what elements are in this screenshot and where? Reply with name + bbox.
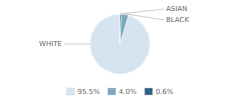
leader-line <box>121 13 164 20</box>
slice-label: BLACK <box>166 16 189 24</box>
legend-swatch <box>108 88 116 95</box>
legend-swatch <box>145 88 153 95</box>
legend-label: 0.6% <box>156 88 174 96</box>
chart: WHITE ASIAN BLACK 95.5% 4.0% 0.6% <box>0 0 240 100</box>
slice-label: ASIAN <box>166 5 187 13</box>
leader-line <box>125 9 164 13</box>
pie-slice <box>120 14 129 44</box>
pie-slice <box>90 14 150 74</box>
legend-item: 95.5% <box>67 88 101 96</box>
legend-label: 95.5% <box>78 88 101 96</box>
legend-item: 4.0% <box>108 88 137 96</box>
annotations: WHITE ASIAN BLACK <box>39 5 189 48</box>
pie <box>90 14 150 74</box>
pie-slice <box>120 14 121 44</box>
slice-label: WHITE <box>39 40 62 48</box>
legend-swatch <box>67 88 75 95</box>
legend-label: 4.0% <box>119 88 137 96</box>
legend-item: 0.6% <box>145 88 174 96</box>
legend: 95.5% 4.0% 0.6% <box>67 88 174 96</box>
leader-line <box>64 44 90 45</box>
